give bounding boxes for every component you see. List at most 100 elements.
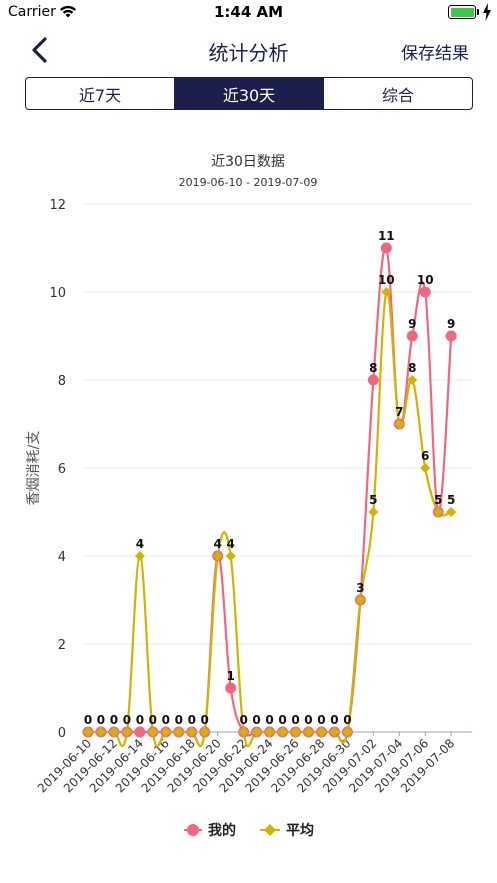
data-point-average (199, 727, 210, 737)
nav-bar: 统计分析 保存结果 (0, 26, 497, 74)
data-point-average (394, 419, 405, 429)
data-label-mine: 0 (291, 713, 299, 727)
y-tick-label: 12 (49, 198, 66, 213)
data-label-mine: 9 (447, 317, 455, 331)
data-label-average: 4 (226, 537, 234, 551)
data-label-mine: 7 (395, 405, 403, 419)
data-point-average (316, 727, 327, 737)
data-label-mine: 0 (317, 713, 325, 727)
data-label-mine: 8 (369, 361, 377, 375)
data-point-average (446, 507, 457, 517)
data-label-mine: 0 (162, 713, 170, 727)
data-point-mine (367, 374, 379, 386)
data-label-average: 10 (378, 273, 395, 287)
data-point-average (238, 727, 249, 737)
carrier-label: Carrier (8, 4, 56, 20)
data-label-mine: 0 (252, 713, 260, 727)
tab-overall[interactable]: 综合 (381, 85, 414, 105)
data-point-average (290, 727, 301, 737)
legend-marker-average (264, 824, 276, 836)
series-line-average (88, 289, 452, 748)
chart-area: 近30日数据 2019-06-10 - 2019-07-09 0 2 4 6 8 10 12 香烟… (0, 140, 497, 860)
data-label-mine: 0 (84, 713, 92, 727)
data-point-average (329, 727, 340, 737)
y-tick-label: 4 (58, 550, 66, 565)
data-label-mine: 0 (265, 713, 273, 727)
data-label-mine: 10 (417, 273, 434, 287)
data-point-average (121, 727, 132, 737)
battery-tip (477, 9, 479, 15)
y-tick-label: 8 (58, 374, 66, 389)
data-point-average (420, 463, 431, 473)
data-point-average (108, 727, 119, 737)
data-point-average (134, 551, 145, 561)
y-tick-label: 6 (58, 462, 66, 477)
data-label-mine: 5 (434, 493, 442, 507)
back-chevron-icon[interactable] (28, 36, 52, 64)
data-point-mine (380, 242, 392, 254)
data-point-average (95, 727, 106, 737)
data-point-average (225, 551, 236, 561)
y-tick-label: 10 (49, 286, 66, 301)
data-point-mine (225, 682, 237, 694)
tab-30-days[interactable]: 近30天 (175, 78, 324, 109)
data-label-average: 8 (408, 361, 416, 375)
data-label-mine: 11 (378, 229, 395, 243)
legend-label-average: 平均 (286, 822, 314, 839)
data-label-mine: 0 (343, 713, 351, 727)
data-label-mine: 9 (408, 317, 416, 331)
data-label-mine: 3 (356, 581, 364, 595)
data-point-average (368, 507, 379, 517)
data-label-average: 6 (421, 449, 429, 463)
data-label-mine: 0 (110, 713, 118, 727)
data-point-mine (134, 726, 146, 738)
data-point-average (355, 595, 366, 605)
data-point-average (433, 507, 444, 517)
data-point-average (160, 727, 171, 737)
data-label-mine: 0 (239, 713, 247, 727)
clock: 1:44 AM (213, 3, 284, 21)
wifi-icon (60, 5, 76, 18)
data-point-average (381, 287, 392, 297)
legend-marker-mine (187, 824, 199, 836)
save-results-button[interactable]: 保存结果 (401, 44, 469, 64)
data-label-mine: 0 (201, 713, 209, 727)
data-point-average (264, 727, 275, 737)
data-point-average (173, 727, 184, 737)
data-point-average (277, 727, 288, 737)
series-line-mine (88, 246, 453, 748)
data-point-average (147, 727, 158, 737)
data-point-mine (406, 330, 418, 342)
data-label-mine: 0 (278, 713, 286, 727)
data-label-mine: 0 (188, 713, 196, 727)
data-label-mine: 0 (123, 713, 131, 727)
legend-label-mine: 我的 (208, 822, 236, 839)
data-point-average (186, 727, 197, 737)
chart-title: 近30日数据 (211, 154, 285, 170)
data-label-mine: 0 (304, 713, 312, 727)
data-label-mine: 0 (330, 713, 338, 727)
status-bar: Carrier 1:44 AM (0, 0, 497, 26)
data-point-average (303, 727, 314, 737)
data-label-mine: 1 (226, 669, 234, 683)
data-point-mine (445, 330, 457, 342)
data-label-mine: 0 (97, 713, 105, 727)
y-tick-label: 2 (58, 638, 66, 653)
data-point-mine (419, 286, 431, 298)
data-label-mine: 4 (214, 537, 222, 551)
charging-bolt-icon (483, 3, 491, 21)
tab-7-days[interactable]: 近7天 (26, 78, 175, 109)
data-point-average (83, 727, 93, 737)
data-label-average: 5 (369, 493, 377, 507)
data-label-mine: 0 (149, 713, 157, 727)
y-axis-label: 香烟消耗/支 (26, 431, 42, 506)
period-tabs: 近7天 近30天 综合 (25, 77, 473, 110)
battery-icon (448, 5, 476, 19)
data-point-average (251, 727, 262, 737)
data-point-average (342, 727, 353, 737)
chart-subtitle: 2019-06-10 - 2019-07-09 (179, 176, 318, 189)
y-tick-label: 0 (58, 726, 66, 741)
data-label-mine: 0 (175, 713, 183, 727)
data-label-mine: 0 (136, 713, 144, 727)
